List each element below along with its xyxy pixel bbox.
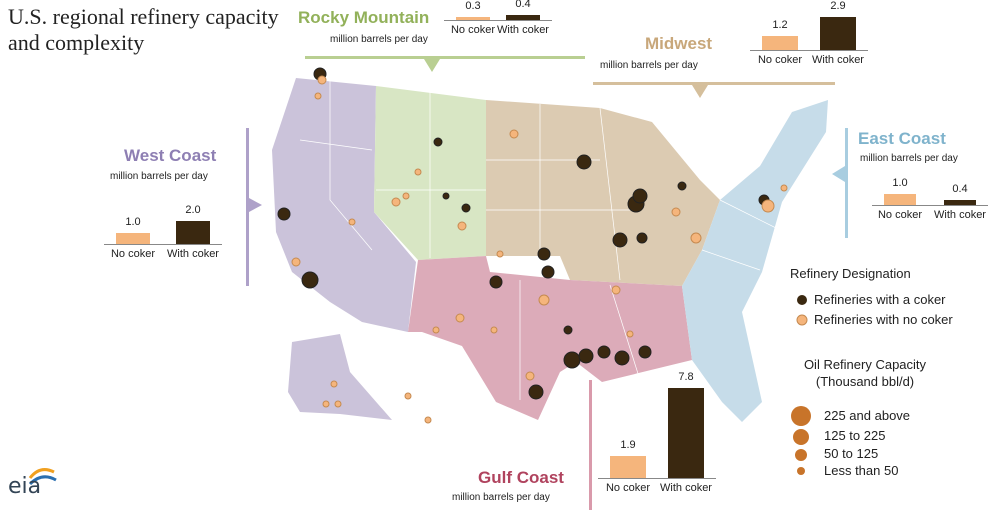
region-brackets [246, 56, 848, 510]
value-label: 1.9 [620, 439, 636, 452]
title: U.S. regional refinery capacity and comp… [8, 4, 279, 55]
region-alaska [288, 334, 392, 420]
region-unit: million barrels per day [452, 492, 550, 503]
baseline [104, 244, 222, 245]
logo-swoosh [28, 468, 57, 486]
value-label: 1.2 [772, 19, 788, 32]
region-unit: million barrels per day [330, 34, 428, 45]
bar [610, 456, 646, 478]
bar [668, 388, 704, 478]
region-name: East Coast [858, 129, 946, 148]
category-label: No coker [110, 248, 156, 260]
bar [116, 232, 150, 244]
legend-item: 225 and above [824, 408, 911, 423]
region-unit: million barrels per day [110, 171, 208, 182]
bar [176, 221, 210, 244]
value-label: 0.3 [465, 0, 481, 12]
region-name: Midwest [645, 34, 713, 53]
legend-item: 125 to 225 [824, 428, 886, 443]
region-name: Rocky Mountain [298, 8, 430, 27]
bar [884, 193, 916, 205]
legend-symbols [791, 295, 811, 475]
bar [944, 200, 976, 205]
value-label: 2.0 [185, 204, 201, 216]
category-label: With coker [167, 248, 219, 260]
baseline [872, 205, 988, 206]
bar [820, 16, 856, 50]
region-west [272, 78, 416, 332]
legend-title: Refinery Designation [790, 266, 911, 281]
baseline [444, 20, 552, 21]
baseline [750, 50, 868, 51]
region-east [682, 100, 828, 422]
bar [762, 36, 798, 50]
category-label: With coker [497, 24, 549, 36]
category-label: With coker [660, 482, 712, 494]
bar [456, 16, 490, 20]
category-label: No coker [757, 54, 803, 66]
value-label: 1.0 [125, 215, 141, 228]
category-label: With coker [812, 54, 864, 66]
logo: eia [8, 474, 42, 499]
legend-item: Refineries with no coker [814, 312, 953, 327]
category-label: With coker [934, 209, 986, 221]
baseline [598, 478, 716, 479]
legend-item: Refineries with a coker [814, 292, 946, 307]
value-label: 0.4 [952, 183, 968, 196]
category-label: No coker [605, 482, 651, 494]
region-name: West Coast [124, 146, 217, 165]
legend-title: Oil Refinery Capacity (Thousand bbl/d) [803, 357, 927, 389]
value-label: 7.8 [678, 371, 694, 384]
region-gulf [408, 256, 692, 420]
region-midwest [486, 100, 720, 286]
refinery-dots-no-coker [291, 75, 788, 424]
region-unit: million barrels per day [860, 153, 958, 164]
legend-item: 50 to 125 [824, 446, 879, 461]
category-label: No coker [450, 24, 496, 36]
legend-item: Less than 50 [824, 463, 899, 478]
value-label: 2.9 [830, 0, 846, 12]
bar [506, 15, 540, 20]
region-name: Gulf Coast [478, 468, 564, 487]
value-label: 1.0 [892, 176, 908, 189]
category-label: No coker [877, 209, 923, 221]
region-unit: million barrels per day [600, 60, 698, 71]
value-label: 0.4 [515, 0, 531, 11]
